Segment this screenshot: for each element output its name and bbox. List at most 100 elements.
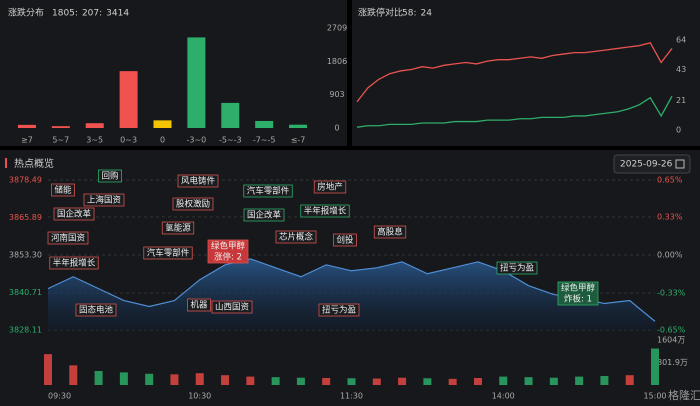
bar — [153, 120, 172, 128]
x-tick-label: ≤-7 — [291, 136, 306, 145]
annotation: 高股息 — [377, 227, 403, 238]
title: 涨跌分布 — [8, 7, 44, 19]
y-tick-label: 1806 — [327, 57, 347, 66]
annotation: 上海国资 — [87, 195, 122, 206]
x-tick-label: 15:00 — [643, 392, 666, 401]
y-tick-label: 21 — [676, 96, 686, 105]
annotation-box — [47, 231, 89, 245]
annotation: 汽车零部件 — [247, 186, 290, 197]
title: 热点概览 — [14, 157, 54, 170]
summary-count: 207: — [82, 9, 102, 19]
volume-tick-label: 801.9万 — [657, 358, 688, 367]
y-tick-label: 0 — [676, 126, 681, 135]
volume-bar — [473, 377, 482, 385]
annotation: 绿色甲醇 — [211, 241, 246, 252]
volume-bar — [398, 377, 407, 385]
line — [47, 258, 656, 322]
bar — [221, 102, 240, 128]
annotation: 扭亏为盈 — [500, 263, 535, 274]
volume-bar — [322, 377, 331, 385]
bar — [85, 123, 104, 128]
annotation: 半年报增长 — [53, 258, 96, 269]
x-tick-label: -7~-5 — [253, 136, 276, 145]
bar — [187, 37, 206, 128]
annotation-box — [143, 246, 193, 260]
summary-count: 24 — [420, 9, 432, 19]
bar — [255, 120, 274, 128]
y-tick-label: 3878.49 — [9, 176, 42, 185]
volume-bar — [347, 378, 356, 385]
annotation-box — [300, 204, 350, 218]
y-tick-label: 903 — [329, 90, 344, 99]
line — [356, 95, 673, 128]
volume-bar — [69, 365, 78, 385]
annotation-box — [243, 184, 293, 198]
x-tick-label: -5~-3 — [219, 136, 242, 145]
annotation: 半年报增长 — [304, 206, 347, 217]
volume-bar — [94, 370, 103, 385]
y-tick-label: 0 — [334, 124, 339, 133]
y2-tick-label: 0.65% — [657, 176, 683, 185]
bar — [17, 124, 36, 128]
panel — [0, 0, 347, 146]
x-tick-label: -3~0 — [186, 136, 206, 145]
volume-bar — [499, 376, 508, 385]
bar — [289, 124, 308, 128]
x-tick-label: 11:30 — [340, 392, 363, 401]
annotation-box — [373, 225, 407, 239]
summary-count: 3414 — [106, 9, 129, 19]
annotation: 股权激励 — [176, 199, 210, 210]
volume-bar — [145, 373, 154, 385]
volume-bar — [119, 372, 128, 385]
x-tick-label: 10:30 — [188, 392, 211, 401]
y-tick-label: 3853.30 — [9, 251, 42, 260]
volume-bar — [448, 378, 457, 385]
annotation-box — [161, 221, 195, 235]
volume-bar — [600, 376, 609, 385]
volume-bar — [423, 378, 432, 385]
volume-bar — [524, 377, 533, 385]
y-tick-label: 2709 — [327, 24, 347, 33]
x-tick-label: 14:00 — [492, 392, 515, 401]
x-tick-label: 0~3 — [120, 136, 137, 145]
x-tick-label: 0 — [160, 136, 165, 145]
annotation: 河南国资 — [51, 233, 86, 244]
annotation-box — [177, 174, 219, 188]
volume-bar — [651, 348, 659, 385]
annotation: 国企改革 — [247, 210, 282, 221]
y-tick-label: 3840.71 — [9, 288, 42, 297]
annotation-box — [187, 298, 211, 312]
annotation: 扭亏为盈 — [322, 305, 357, 316]
volume-bar — [221, 375, 230, 385]
title: 涨跌停对比 — [358, 7, 403, 19]
volume-bar — [246, 376, 255, 385]
annotation: 涨停: 2 — [214, 252, 242, 263]
watermark: 格隆汇 — [668, 388, 700, 402]
annotation: 房地产 — [317, 182, 343, 193]
title-marker — [5, 158, 7, 168]
bar — [119, 71, 138, 128]
y2-tick-label: -0.65% — [657, 326, 686, 335]
annotation: 创投 — [336, 235, 354, 246]
y2-tick-label: 0.33% — [657, 212, 683, 221]
y-tick-label: 43 — [676, 65, 686, 74]
annotation-box — [51, 183, 75, 197]
annotation-box — [98, 169, 122, 183]
annotation-box — [83, 193, 125, 207]
date[interactable]: 2025-09-26 — [620, 160, 673, 170]
area — [48, 258, 655, 330]
y2-tick-label: 0.00% — [657, 251, 683, 260]
annotation-box — [313, 180, 347, 194]
volume-bar — [271, 377, 280, 385]
annotation-box — [496, 261, 538, 275]
y-tick-label: 3828.11 — [9, 326, 42, 335]
annotation-box — [243, 208, 285, 222]
volume-bar — [44, 354, 52, 385]
calendar-icon[interactable] — [675, 159, 685, 169]
date-picker[interactable] — [613, 154, 691, 174]
annotation: 氢能源 — [165, 223, 191, 234]
y2-tick-label: -0.33% — [657, 289, 686, 298]
annotation: 炸板: 1 — [564, 294, 592, 305]
x-tick-label: 3~5 — [86, 136, 103, 145]
